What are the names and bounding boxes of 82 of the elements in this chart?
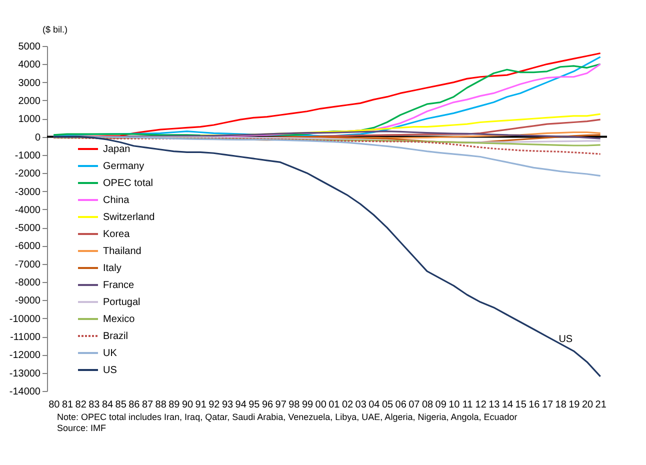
x-tick-label: 89 bbox=[168, 400, 180, 410]
x-tick-label: 83 bbox=[88, 400, 100, 410]
y-tick-label: 1000 bbox=[18, 114, 41, 126]
y-tick-label: -10000 bbox=[9, 314, 41, 325]
x-tick-label: 90 bbox=[182, 400, 194, 410]
legend-label: Germany bbox=[103, 161, 144, 172]
x-tick-label: 93 bbox=[222, 400, 234, 410]
x-tick-label: 87 bbox=[142, 400, 154, 410]
y-tick-label: -2000 bbox=[14, 168, 41, 180]
y-tick-label: 4000 bbox=[18, 60, 41, 71]
x-tick-label: 15 bbox=[515, 400, 527, 410]
y-axis-title: ($ bil.) bbox=[42, 24, 68, 34]
x-tick-label: 06 bbox=[395, 400, 407, 410]
y-tick-label: -11000 bbox=[10, 332, 41, 344]
legend-label: Portugal bbox=[103, 297, 140, 308]
x-tick-label: 92 bbox=[208, 400, 220, 410]
legend-label: Brazil bbox=[103, 331, 128, 342]
legend-label: Thailand bbox=[103, 246, 142, 257]
x-tick-label: 88 bbox=[155, 400, 167, 410]
x-tick-label: 84 bbox=[102, 400, 114, 410]
x-tick-label: 02 bbox=[342, 400, 354, 410]
x-tick-label: 10 bbox=[448, 400, 460, 410]
y-tick-label: -9000 bbox=[14, 296, 41, 307]
y-tick-label: -3000 bbox=[14, 186, 41, 198]
x-tick-label: 08 bbox=[422, 400, 434, 410]
x-tick-label: 17 bbox=[542, 400, 554, 410]
x-tick-label: 99 bbox=[302, 400, 314, 410]
y-tick-label: -1000 bbox=[14, 150, 41, 162]
source-note: Source: IMF bbox=[57, 423, 107, 433]
legend-label: Japan bbox=[103, 144, 130, 155]
x-tick-label: 98 bbox=[288, 400, 300, 410]
x-tick-label: 85 bbox=[115, 400, 127, 410]
legend-label: Mexico bbox=[103, 314, 136, 325]
x-tick-label: 95 bbox=[248, 400, 260, 410]
x-tick-label: 94 bbox=[235, 400, 247, 410]
x-tick-label: 20 bbox=[582, 400, 594, 410]
x-tick-label: 97 bbox=[275, 400, 287, 410]
y-tick-label: -12000 bbox=[9, 350, 41, 362]
x-tick-label: 05 bbox=[382, 400, 394, 410]
y-tick-label: -13000 bbox=[9, 368, 41, 380]
x-tick-label: 13 bbox=[488, 400, 500, 410]
y-tick-label: 0 bbox=[34, 132, 41, 144]
y-tick-label: 3000 bbox=[18, 78, 41, 89]
x-tick-label: 03 bbox=[355, 400, 367, 410]
x-tick-label: 00 bbox=[315, 400, 327, 410]
x-tick-label: 07 bbox=[408, 400, 420, 410]
x-tick-label: 19 bbox=[568, 400, 580, 410]
x-tick-label: 18 bbox=[555, 400, 567, 410]
y-tick-label: -4000 bbox=[14, 204, 41, 216]
line-series bbox=[52, 136, 602, 378]
x-tick-label: 82 bbox=[75, 400, 87, 410]
y-tick-label: 2000 bbox=[18, 96, 41, 107]
legend-label: China bbox=[103, 195, 130, 206]
x-tick-label: 96 bbox=[262, 400, 274, 410]
x-tick-label: 86 bbox=[128, 400, 140, 410]
x-tick-label: 16 bbox=[528, 400, 540, 410]
legend-label: France bbox=[103, 280, 135, 291]
legend-label: UK bbox=[103, 348, 118, 359]
x-tick-label: 81 bbox=[62, 400, 74, 410]
text: Note: OPEC total includes Iran, Iraq, Qatar, Saudi Arabia, Venezuela, Libya, UAE, Algeria, Nigeria, Angola, Ecuador bbox=[57, 412, 518, 422]
x-tick-label: 04 bbox=[368, 400, 380, 410]
legend-label: OPEC total bbox=[103, 178, 154, 189]
x-tick-label: 12 bbox=[475, 400, 487, 410]
x-tick-label: 11 bbox=[462, 400, 474, 410]
legend-label: US bbox=[103, 365, 118, 376]
y-tick-label: -5000 bbox=[14, 223, 41, 234]
x-tick-label: 80 bbox=[48, 400, 60, 410]
legend-label: Italy bbox=[103, 263, 122, 274]
x-tick-label: 91 bbox=[195, 400, 207, 410]
y-tick-label: 5000 bbox=[18, 42, 41, 52]
annotation: US bbox=[558, 334, 573, 346]
y-tick-label: -14000 bbox=[9, 386, 41, 398]
y-tick-label: -7000 bbox=[14, 259, 41, 270]
x-tick-label: 14 bbox=[502, 400, 514, 410]
x-tick-label: 21 bbox=[595, 400, 607, 410]
x-tick-label: 01 bbox=[328, 400, 340, 410]
y-tick-label: -8000 bbox=[14, 278, 41, 289]
legend-label: Korea bbox=[103, 229, 130, 240]
legend-label: Switzerland bbox=[103, 212, 155, 223]
x-tick-label: 09 bbox=[435, 400, 447, 410]
y-tick-label: -6000 bbox=[14, 241, 41, 252]
line-series bbox=[52, 136, 602, 146]
